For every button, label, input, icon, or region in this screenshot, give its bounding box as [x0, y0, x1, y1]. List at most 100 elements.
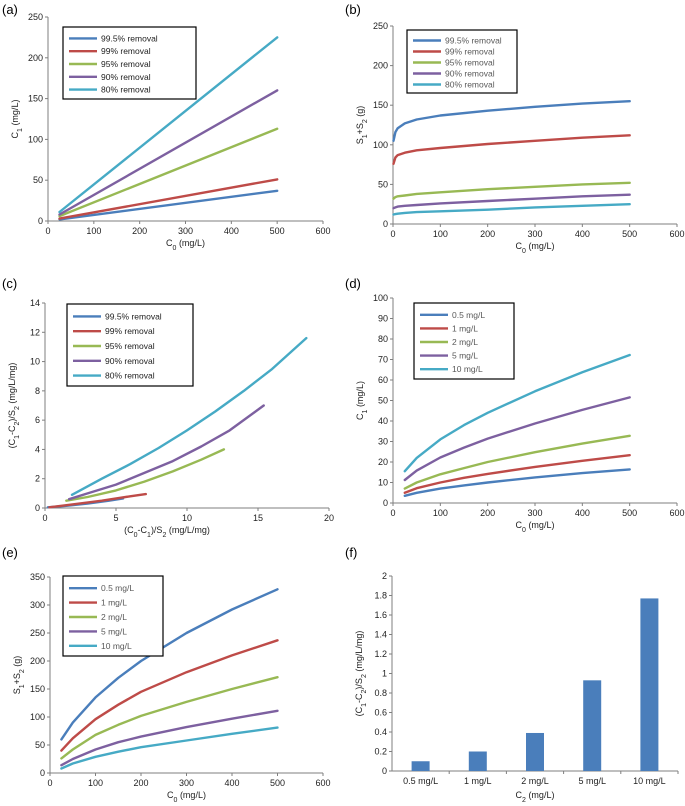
legend-label: 95% removal — [445, 58, 495, 68]
y-tick-label: 200 — [30, 656, 45, 666]
y-tick-label: 2 — [382, 571, 387, 581]
x-tick-label: 600 — [669, 508, 684, 518]
panel-label: (e) — [2, 545, 18, 560]
y-tick-label: 1.4 — [374, 630, 387, 640]
x-axis-title: C2 (mg/L) — [516, 790, 555, 804]
panel-label: (c) — [2, 276, 17, 291]
y-tick-label: 50 — [33, 175, 43, 185]
x-category-label: 0.5 mg/L — [403, 776, 438, 786]
series-line-3 — [67, 404, 265, 501]
y-tick-label: 1.8 — [374, 591, 387, 601]
legend-label: 90% removal — [101, 72, 151, 82]
x-tick-label: 0 — [390, 229, 395, 239]
y-tick-label: 70 — [378, 355, 388, 365]
series-line-4 — [60, 726, 279, 770]
axis-label-part: -C — [7, 425, 17, 435]
axis-label-part: (mg/L) — [526, 241, 555, 251]
series-line-0 — [60, 588, 279, 741]
series-line-0 — [392, 99, 631, 143]
series-line-3 — [58, 89, 279, 216]
axis-label-subscript: 0 — [134, 532, 138, 539]
y-tick-label: 150 — [30, 684, 45, 694]
series-line-4 — [392, 202, 631, 216]
axis-label-part: (C — [7, 438, 17, 448]
bar-2 — [526, 732, 544, 771]
y-tick-label: 1.6 — [374, 610, 387, 620]
y-tick-label: 6 — [35, 415, 40, 425]
y-axis-title: C1 (mg/L) — [10, 100, 24, 139]
y-tick-label: 0.6 — [374, 708, 387, 718]
axis-label-part: )/S — [354, 678, 364, 690]
axis-label-part: (mg/L/mg) — [354, 631, 364, 675]
y-tick-label: 150 — [373, 100, 388, 110]
axis-label-subscript: 1 — [17, 128, 24, 132]
y-tick-label: 300 — [30, 600, 45, 610]
chart-panel-f: (f) 0 0.2 0.4 0.6 0.8 1 1.2 1.4 1.6 1.8 2 0.5 mg/L 1 … — [345, 545, 679, 804]
legend-label: 2 mg/L — [452, 337, 478, 347]
legend-label: 0.5 mg/L — [452, 310, 485, 320]
legend-label: 5 mg/L — [452, 351, 478, 361]
axis-label-part: -C — [354, 693, 364, 703]
x-tick-label: 500 — [270, 226, 285, 236]
y-tick-label: 40 — [378, 416, 388, 426]
y-tick-label: 80 — [378, 334, 388, 344]
legend-label: 80% removal — [101, 85, 151, 95]
axis-label-subscript: 1 — [147, 532, 151, 539]
x-tick-label: 600 — [669, 229, 684, 239]
series-line-3 — [392, 193, 631, 210]
axis-label-part: (g) — [355, 106, 365, 120]
y-tick-label: 350 — [30, 572, 45, 582]
y-tick-label: 100 — [373, 293, 388, 303]
legend-label: 10 mg/L — [101, 641, 132, 651]
x-tick-label: 300 — [178, 226, 193, 236]
x-tick-label: 100 — [88, 778, 103, 788]
x-tick-label: 200 — [480, 508, 495, 518]
axis-label-subscript: 1 — [14, 435, 21, 439]
series-line-2 — [65, 448, 226, 502]
y-tick-label: 10 — [378, 478, 388, 488]
axis-label-part: (g) — [12, 656, 22, 670]
axis-label-subscript: 0 — [174, 797, 178, 804]
legend-label: 5 mg/L — [101, 626, 127, 636]
series-line-2 — [58, 127, 279, 218]
y-tick-label: 20 — [378, 457, 388, 467]
x-tick-label: 600 — [315, 226, 330, 236]
axis-label-part: S — [355, 138, 365, 144]
y-axis-title: S1+S2 (g) — [355, 106, 369, 145]
y-tick-label: 60 — [378, 375, 388, 385]
legend-label: 99% removal — [101, 46, 151, 56]
y-tick-label: 200 — [28, 53, 43, 63]
x-axis-title: C0 (mg/L) — [166, 238, 205, 252]
y-tick-label: 30 — [378, 437, 388, 447]
axis-label-part: (mg/L) — [355, 381, 365, 410]
y-tick-label: 150 — [28, 94, 43, 104]
axis-label-part: S — [12, 688, 22, 694]
y-axis-title: C1 (mg/L) — [355, 381, 369, 420]
legend-label: 80% removal — [445, 80, 495, 90]
x-tick-label: 20 — [324, 513, 334, 523]
y-tick-label: 0.8 — [374, 688, 387, 698]
series-line-2 — [60, 676, 279, 760]
y-tick-label: 100 — [30, 712, 45, 722]
y-tick-label: 0 — [382, 766, 387, 776]
y-axis-title: (C1-C2)/S2 (mg/L/mg) — [7, 363, 21, 449]
x-tick-label: 400 — [224, 778, 239, 788]
y-tick-label: 1.2 — [374, 649, 387, 659]
x-tick-label: 0 — [47, 778, 52, 788]
x-tick-label: 100 — [433, 229, 448, 239]
series-line-0 — [403, 468, 631, 497]
x-tick-label: 300 — [527, 508, 542, 518]
x-axis-title: C0 (mg/L) — [516, 241, 555, 255]
legend-label: 0.5 mg/L — [101, 583, 134, 593]
axis-label-part: C — [516, 241, 523, 251]
axis-label-part: C — [10, 131, 20, 138]
axis-label-subscript: 2 — [361, 674, 368, 678]
series-line-3 — [60, 709, 279, 767]
axis-label-part: C — [355, 413, 365, 420]
legend-label: 1 mg/L — [101, 598, 127, 608]
y-tick-label: 200 — [373, 61, 388, 71]
x-category-label: 2 mg/L — [521, 776, 549, 786]
y-tick-label: 2 — [35, 474, 40, 484]
axis-label-subscript: 1 — [19, 684, 26, 688]
